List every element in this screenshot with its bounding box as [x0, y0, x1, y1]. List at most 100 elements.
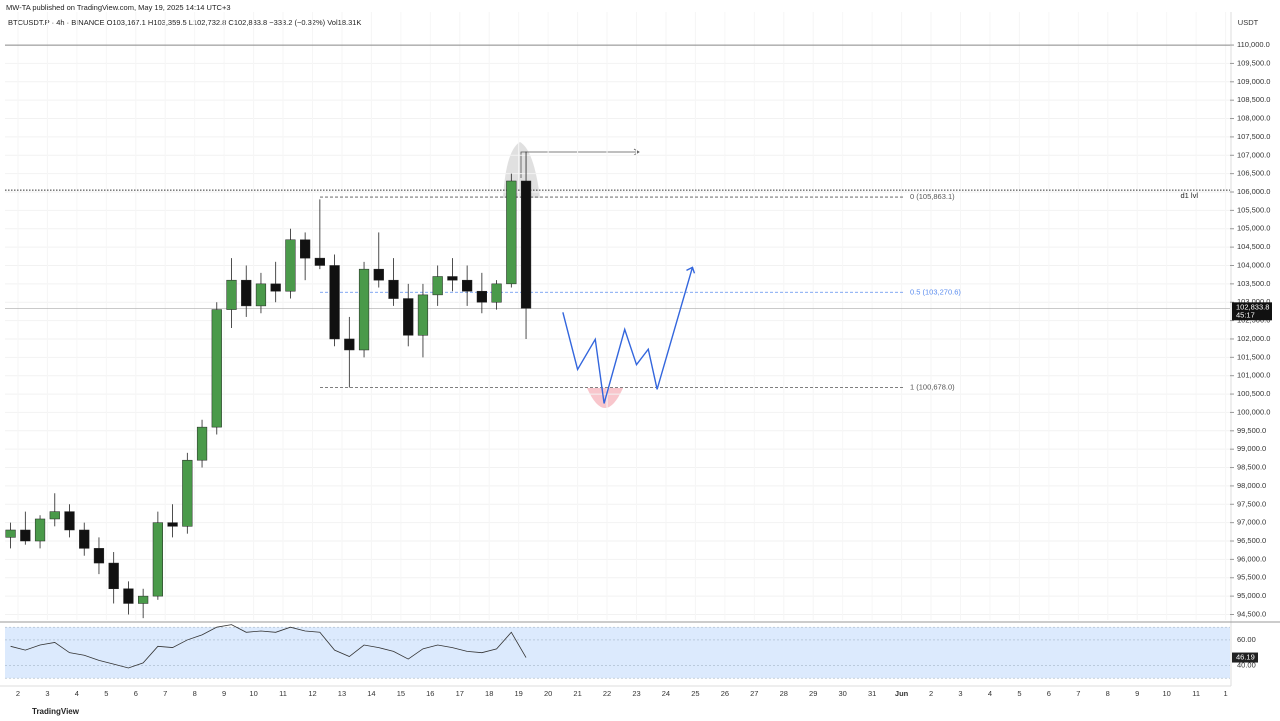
x-tick-label: 27 [750, 689, 758, 698]
x-tick-label: 14 [367, 689, 375, 698]
x-tick-label: 7 [1076, 689, 1080, 698]
candle-body [34, 518, 46, 542]
rsi-last-label: 46.19 [1236, 653, 1255, 662]
y-tick-label: 106,500.0 [1237, 169, 1270, 178]
countdown: 45:17 [1236, 310, 1255, 319]
candle-body [388, 279, 399, 299]
y-tick-label: 96,500.0 [1237, 536, 1266, 545]
candle-body [417, 294, 429, 336]
candle-body [152, 522, 163, 597]
x-tick-label: 20 [544, 689, 552, 698]
x-tick-label: 15 [397, 689, 405, 698]
x-tick-label: Jun [895, 689, 909, 698]
x-tick-label: 3 [45, 689, 49, 698]
fib-label: 0.5 (103,270.6) [910, 287, 961, 296]
x-tick-label: 26 [721, 689, 729, 698]
candle-body [491, 283, 502, 303]
candle-body [506, 180, 517, 285]
y-tick-label: 101,500.0 [1237, 352, 1270, 361]
candle-body [344, 338, 355, 351]
x-tick-label: 1 [1223, 689, 1227, 698]
y-tick-label: 104,500.0 [1237, 242, 1270, 251]
candle-body [138, 595, 149, 604]
rsi-tick-label: 40.00 [1237, 660, 1256, 669]
y-tick-label: 101,000.0 [1237, 371, 1270, 380]
x-tick-label: 2 [16, 689, 20, 698]
y-tick-label: 96,000.0 [1237, 554, 1266, 563]
x-tick-label: 22 [603, 689, 611, 698]
x-tick-label: 6 [134, 689, 138, 698]
projection-path [562, 267, 694, 404]
x-tick-label: 29 [809, 689, 817, 698]
candle-body [462, 279, 473, 292]
y-tick-label: 103,500.0 [1237, 279, 1270, 288]
y-tick-label: 100,500.0 [1237, 389, 1270, 398]
x-tick-label: 19 [515, 689, 523, 698]
candle-body [49, 511, 60, 520]
x-tick-label: 4 [75, 689, 79, 698]
y-tick-label: 98,000.0 [1237, 481, 1266, 490]
candle-body [93, 548, 105, 564]
d1-label: d1 lvl [1180, 191, 1198, 200]
fib-label: 0 (105,863.1) [910, 192, 955, 201]
x-tick-label: 10 [1163, 689, 1171, 698]
y-tick-label: 107,000.0 [1237, 150, 1270, 159]
candle-body [476, 290, 487, 303]
published: MW-TA published on TradingView.com, May … [6, 3, 231, 12]
candle-body [300, 239, 311, 259]
y-tick-label: 106,000.0 [1237, 187, 1270, 196]
last-price-label: 102,833.8 [1236, 302, 1269, 311]
x-tick-label: 8 [193, 689, 197, 698]
x-tick-label: 25 [691, 689, 699, 698]
y-tick-label: 109,500.0 [1237, 58, 1270, 67]
candle-body [108, 562, 119, 590]
x-tick-label: 11 [279, 689, 287, 698]
y-tick-label: 98,500.0 [1237, 463, 1266, 472]
y-tick-label: 94,500.0 [1237, 609, 1266, 618]
x-tick-label: 2 [929, 689, 933, 698]
projection-arrowhead [686, 266, 696, 274]
x-tick-label: 17 [456, 689, 464, 698]
candle-body [167, 522, 178, 527]
x-tick-label: 7 [163, 689, 167, 698]
x-tick-label: 11 [1192, 689, 1200, 698]
candle-body [64, 511, 75, 531]
fib-label: 1 (100,678.0) [910, 383, 955, 392]
x-tick-label: 8 [1106, 689, 1110, 698]
x-tick-label: 16 [426, 689, 434, 698]
footer: TradingView [32, 707, 80, 716]
x-tick-label: 23 [632, 689, 640, 698]
y-tick-label: 108,500.0 [1237, 95, 1270, 104]
x-tick-label: 21 [573, 689, 581, 698]
x-tick-label: 4 [988, 689, 992, 698]
candle-body [20, 529, 31, 542]
candle-body [255, 283, 267, 307]
y-tick-label: 95,000.0 [1237, 591, 1266, 600]
candle-body [226, 279, 237, 310]
candle-body [447, 276, 458, 281]
y-tick-label: 109,000.0 [1237, 77, 1270, 86]
y-tick-label: 103,000.0 [1237, 297, 1270, 306]
x-tick-label: 18 [485, 689, 493, 698]
y-tick-label: 105,500.0 [1237, 205, 1270, 214]
y-tick-label: 102,000.0 [1237, 334, 1270, 343]
candle-body [211, 309, 222, 428]
y-tick-label: 97,500.0 [1237, 499, 1266, 508]
y-tick-label: 108,000.0 [1237, 114, 1270, 123]
candle-body [358, 268, 370, 351]
x-tick-label: 5 [104, 689, 108, 698]
candle-body [5, 529, 16, 538]
candle-body [270, 283, 281, 292]
rsi-tick-label: 60.00 [1237, 635, 1256, 644]
x-tick-label: 30 [839, 689, 847, 698]
x-tick-label: 13 [338, 689, 346, 698]
y-tick-label: 99,500.0 [1237, 426, 1266, 435]
y-tick-label: 107,500.0 [1237, 132, 1270, 141]
candle-body [182, 459, 193, 527]
candle-body [329, 265, 340, 340]
candle-body [520, 180, 532, 309]
symbol-legend: BTCUSDT.P · 4h · BINANCE O103,167.1 H103… [8, 18, 361, 27]
candle-body [373, 268, 384, 281]
y-tick-label: 100,000.0 [1237, 407, 1270, 416]
